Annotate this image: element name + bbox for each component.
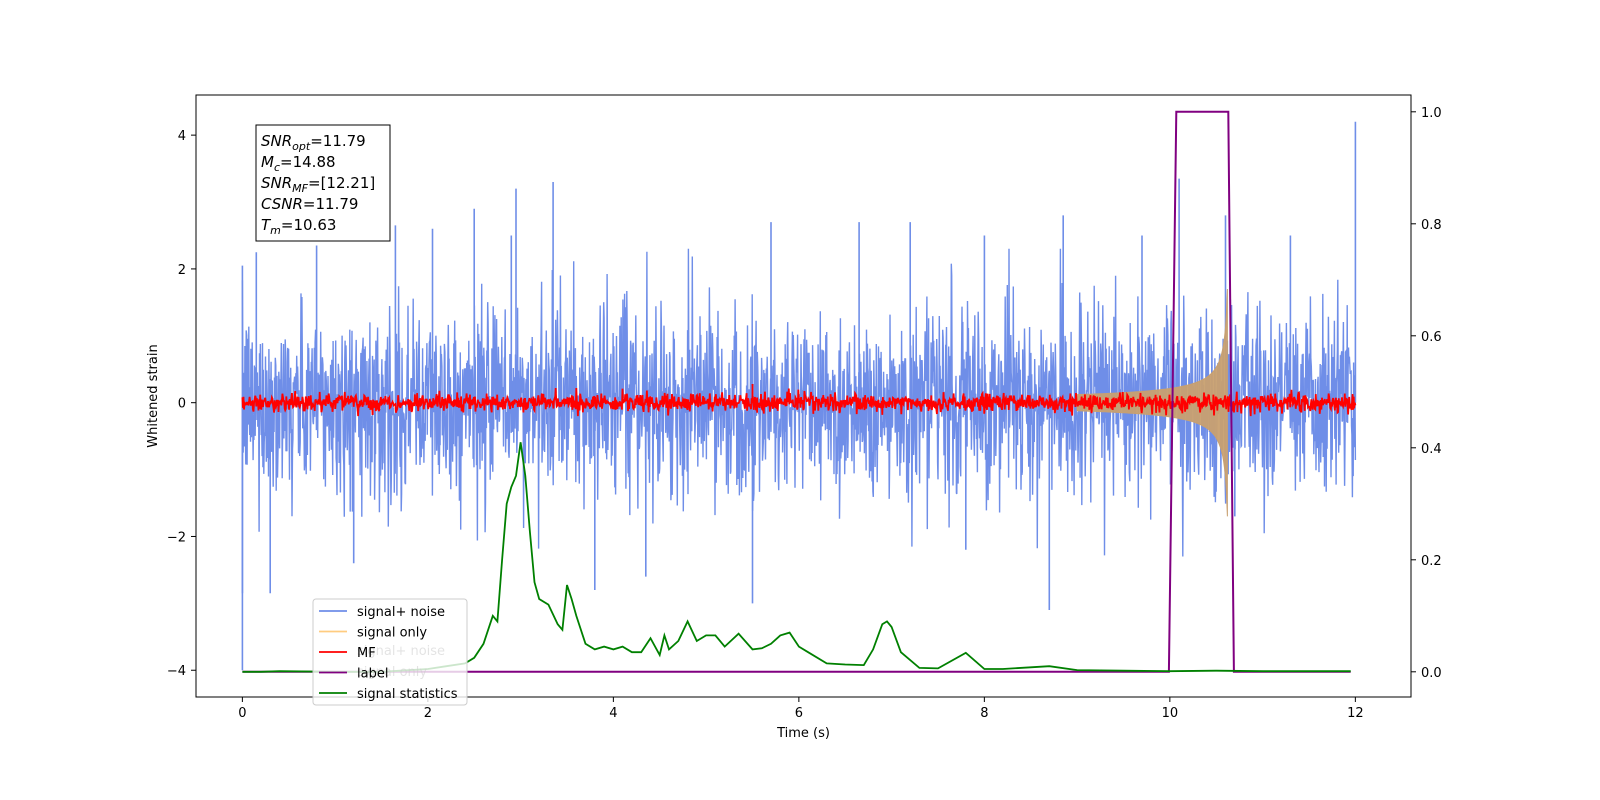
x-tick-label: 8 <box>980 706 988 721</box>
y2-tick-label: 1.0 <box>1421 106 1442 121</box>
y2-tick-label: 0.6 <box>1421 330 1442 345</box>
y2-tick-label: 0.0 <box>1421 666 1442 681</box>
x-tick-label: 6 <box>795 706 803 721</box>
legend-label: MF <box>357 646 376 661</box>
y-tick-label: 0 <box>178 397 186 412</box>
x-tick-label: 12 <box>1347 706 1364 721</box>
plot-frame <box>195 94 1412 698</box>
signal-statistics-line <box>242 442 1351 673</box>
y-axis-label: Whitened strain <box>146 344 161 447</box>
legend-label: signal only <box>357 626 427 641</box>
y2-tick-label: 0.8 <box>1421 218 1442 233</box>
y-tick-label: 4 <box>178 129 186 144</box>
info-line: SNRopt=11.79 <box>261 132 366 153</box>
legend-label: label <box>357 667 388 682</box>
info-line: Tm=10.63 <box>261 216 336 237</box>
info-line: Mc=14.88 <box>261 153 336 174</box>
info-line: CSNR=11.79 <box>261 195 358 213</box>
y-tick-label: −2 <box>167 530 186 545</box>
x-tick-label: 4 <box>609 706 617 721</box>
x-tick-label: 10 <box>1162 706 1179 721</box>
signal-noise-series <box>241 121 1357 671</box>
x-axis-label: Time (s) <box>776 726 830 741</box>
y-axis-right: 0.0 0.2 0.4 0.6 0.8 1.0 <box>1411 106 1442 681</box>
mf-line <box>241 387 1357 417</box>
y-tick-label: −4 <box>167 664 186 679</box>
signal-statistics-series <box>242 442 1351 673</box>
y-axis-left: −4 −2 0 2 4 <box>167 129 196 679</box>
y2-tick-label: 0.2 <box>1421 554 1442 569</box>
x-tick-label: 2 <box>424 706 432 721</box>
legend-label: signal+ noise <box>357 605 445 620</box>
x-axis: 0 2 4 6 8 10 12 <box>238 697 1364 721</box>
x-tick-label: 0 <box>238 706 246 721</box>
info-box-frame <box>255 124 391 242</box>
legend-label: signal statistics <box>357 687 458 702</box>
y-tick-label: 2 <box>178 263 186 278</box>
info-box: SNRopt=11.79Mc=14.88SNRMF=[12.21]CSNR=11… <box>255 124 391 242</box>
mf-series <box>241 384 1357 417</box>
info-line: SNRMF=[12.21] <box>261 174 375 195</box>
legend-frame <box>312 598 468 706</box>
y2-tick-label: 0.4 <box>1421 442 1442 457</box>
